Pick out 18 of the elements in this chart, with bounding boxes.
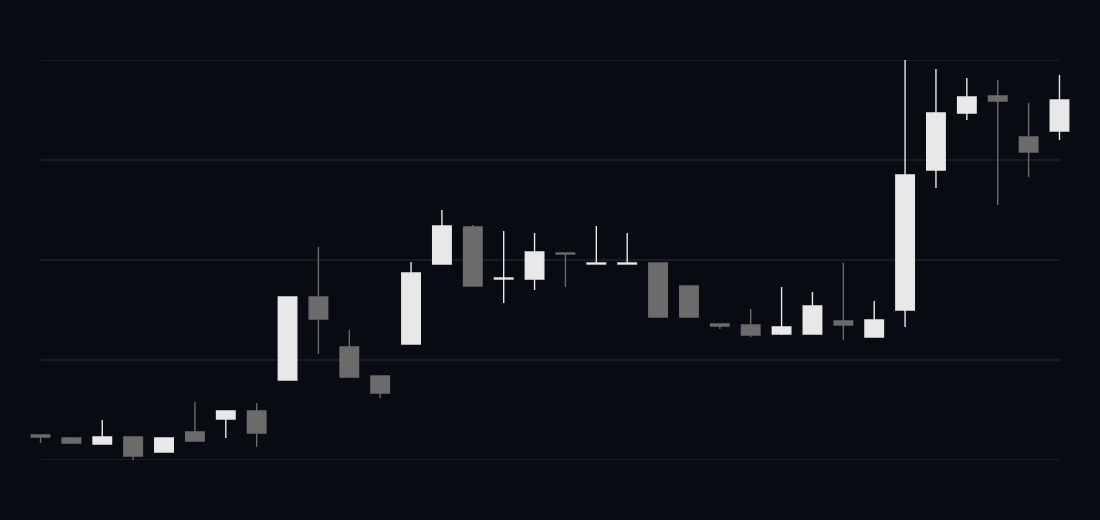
candlestick [987,79,1008,206]
candlestick [493,230,514,304]
candlestick [617,232,638,265]
candlestick [92,419,113,445]
candlestick [246,402,267,448]
candlestick [123,436,144,460]
candlestick [555,252,576,288]
candlestick [215,410,236,439]
candlestick [864,300,885,338]
candlestick [370,375,391,399]
candlestick [771,286,792,336]
candlestick [956,77,977,121]
candlestick [740,308,761,338]
candlestick [586,225,607,265]
candlestick [833,262,854,341]
candlestick [308,246,329,355]
candlestick [1018,102,1039,178]
candlestick [184,401,205,442]
